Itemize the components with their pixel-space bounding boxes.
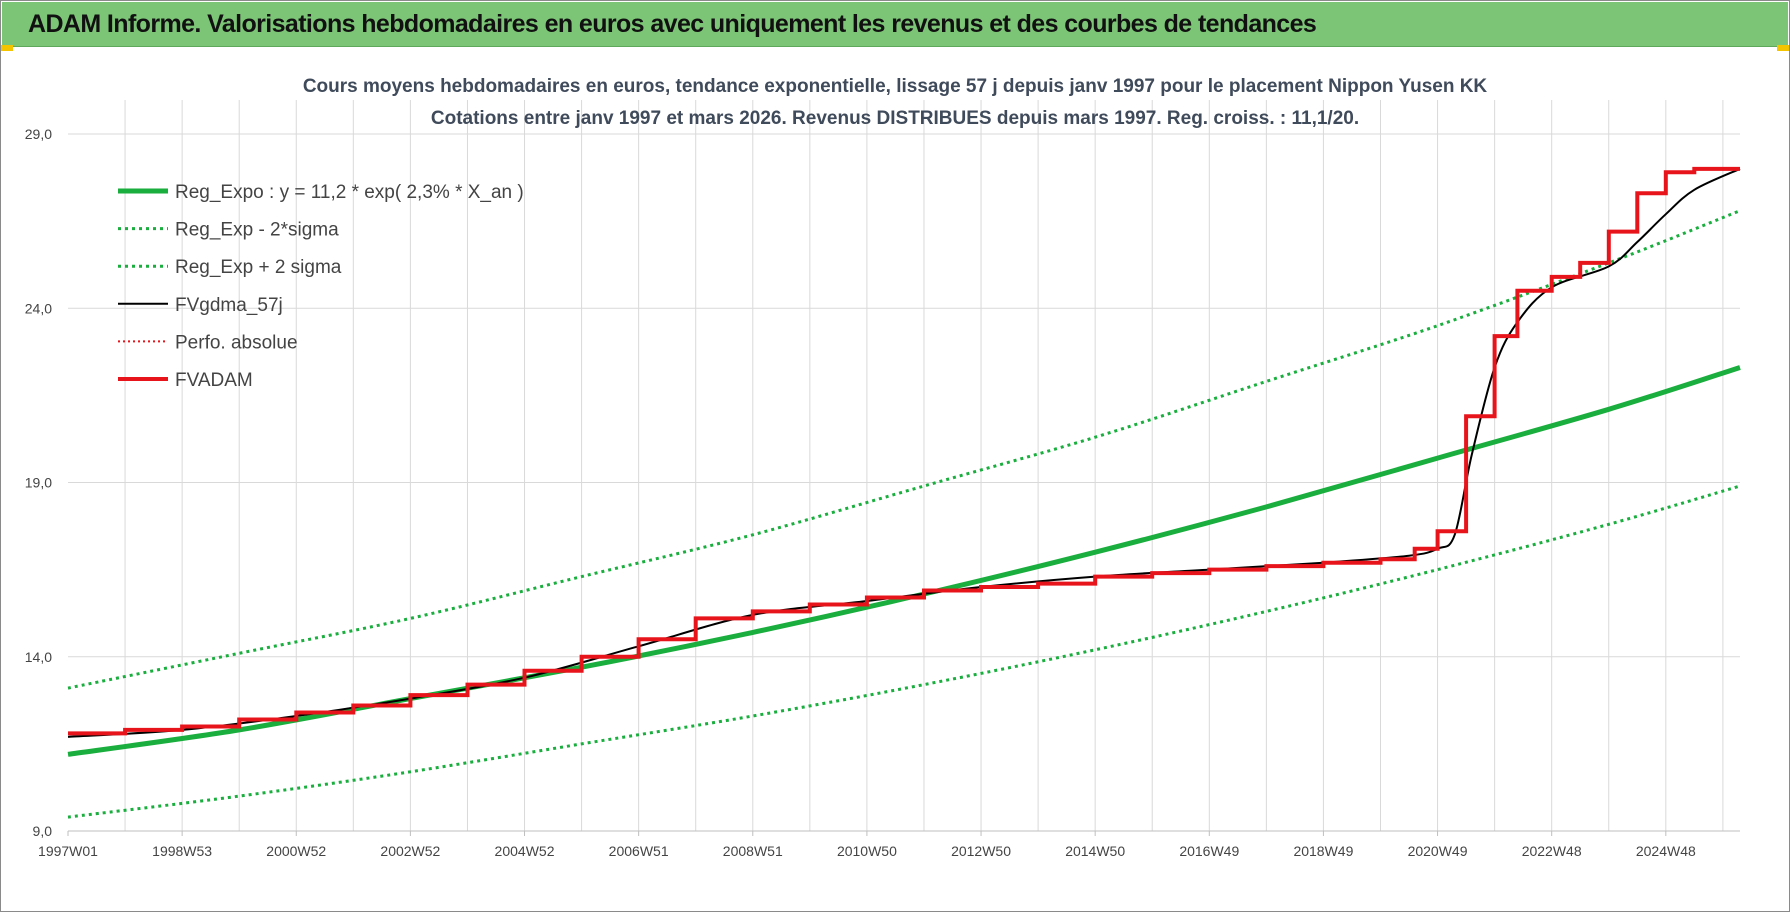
x-tick-label: 2012W50 xyxy=(951,843,1011,859)
x-tick-label: 2016W49 xyxy=(1179,843,1239,859)
x-tick-label: 2020W49 xyxy=(1408,843,1468,859)
grid-lines xyxy=(68,100,1740,832)
axes: 9,0 14,0 19,0 24,0 29,0 1997W01 1998W53 2000W52… xyxy=(25,126,1740,859)
x-tick-label: 2002W52 xyxy=(380,843,440,859)
y-tick-label: 29,0 xyxy=(25,126,52,142)
legend-label: FVgdma_57j xyxy=(175,295,283,316)
y-tick-label: 9,0 xyxy=(33,823,53,839)
series-line-2 xyxy=(67,209,1741,690)
x-tick-label: 1998W53 xyxy=(152,843,212,859)
report-title: ADAM Informe. Valorisations hebdomadaire… xyxy=(28,10,1317,38)
series-line-0 xyxy=(67,365,1741,757)
series-line-3 xyxy=(67,167,1741,738)
series-line-1 xyxy=(67,484,1741,819)
x-tick-label: 2024W48 xyxy=(1636,843,1696,859)
series-layer xyxy=(67,166,1741,819)
x-tick-label: 2014W50 xyxy=(1065,843,1125,859)
x-tick-label: 2018W49 xyxy=(1293,843,1353,859)
chart-title-line-1: Cours moyens hebdomadaires en euros, ten… xyxy=(303,76,1488,97)
legend-label: Reg_Exp + 2 sigma xyxy=(175,257,342,278)
x-tick-label: 2010W50 xyxy=(837,843,897,859)
legend-label: Perfo. absolue xyxy=(175,332,298,353)
legend: Reg_Expo : y = 11,2 * exp( 2,3% * X_an )… xyxy=(118,182,524,391)
series-line-5 xyxy=(68,166,1740,736)
y-tick-label: 24,0 xyxy=(25,300,52,316)
banner-corner-right xyxy=(1777,45,1789,51)
legend-label: Reg_Expo : y = 11,2 * exp( 2,3% * X_an ) xyxy=(175,182,524,203)
x-tick-label: 1997W01 xyxy=(38,843,98,859)
banner-corner-left xyxy=(1,45,13,51)
y-tick-label: 19,0 xyxy=(25,475,52,491)
legend-label: Reg_Exp - 2*sigma xyxy=(175,220,339,241)
x-tick-label: 2008W51 xyxy=(723,843,783,859)
legend-label: FVADAM xyxy=(175,370,253,391)
x-tick-label: 2004W52 xyxy=(495,843,555,859)
report-banner: ADAM Informe. Valorisations hebdomadaire… xyxy=(2,2,1788,47)
x-tick-label: 2006W51 xyxy=(609,843,669,859)
chart-title-line-2: Cotations entre janv 1997 et mars 2026. … xyxy=(431,108,1359,129)
x-tick-label: 2022W48 xyxy=(1522,843,1582,859)
x-tick-label: 2000W52 xyxy=(266,843,326,859)
y-tick-label: 14,0 xyxy=(25,649,52,665)
